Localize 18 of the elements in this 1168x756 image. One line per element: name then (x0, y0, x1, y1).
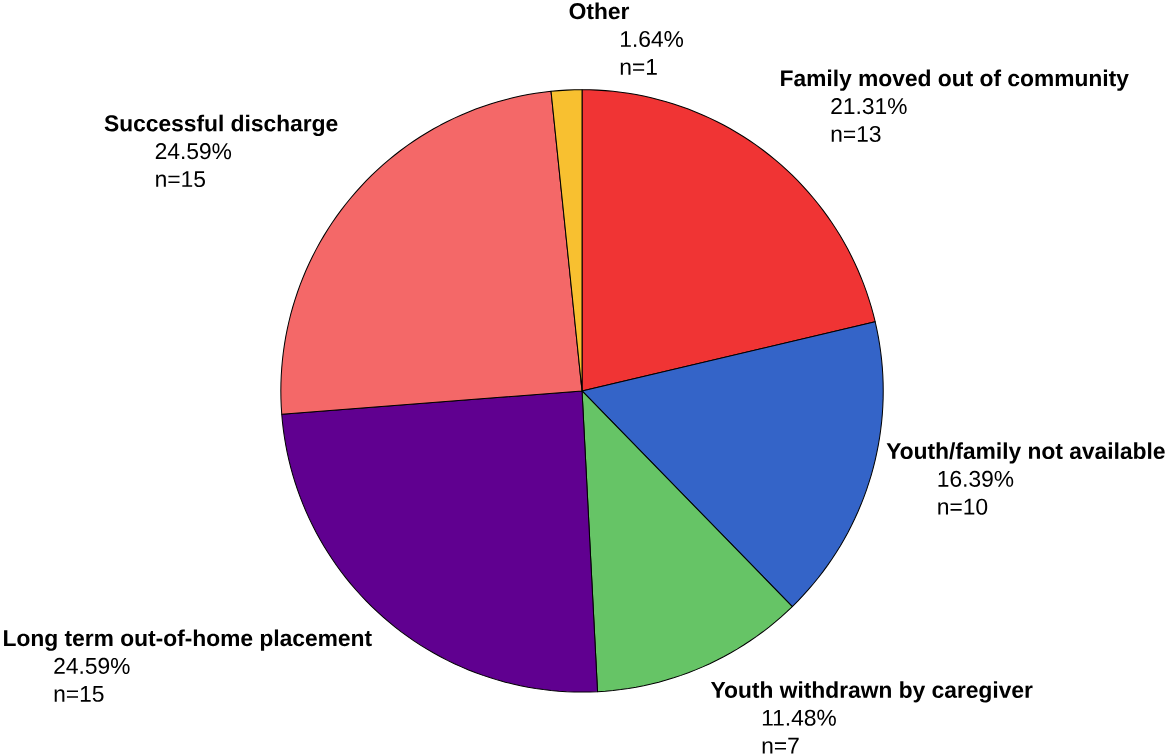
data-label: 11.48% (762, 709, 836, 726)
text: n=10 (938, 498, 988, 515)
data-label: 24.59% (155, 143, 232, 160)
slice-label: Family moved out of community (781, 69, 1129, 91)
slice-label: Youth/family not available (886, 442, 1165, 464)
data-label: 21.31% (831, 98, 907, 115)
text: n=13 (831, 125, 881, 143)
slice-label: Successful discharge (104, 114, 338, 137)
text: n=15 (54, 685, 104, 702)
text: n=15 (156, 171, 205, 188)
data-label: 24.59% (54, 657, 130, 675)
data-label: 1.64% (621, 30, 684, 48)
text: n=7 (762, 737, 799, 754)
slice-label: Youth withdrawn by caregiver (710, 681, 1033, 703)
slice-label: Long term out-of-home placement (4, 629, 372, 651)
data-label: 16.39% (938, 470, 1014, 487)
text: n=1 (620, 59, 657, 75)
slice-label: Other (569, 2, 630, 20)
